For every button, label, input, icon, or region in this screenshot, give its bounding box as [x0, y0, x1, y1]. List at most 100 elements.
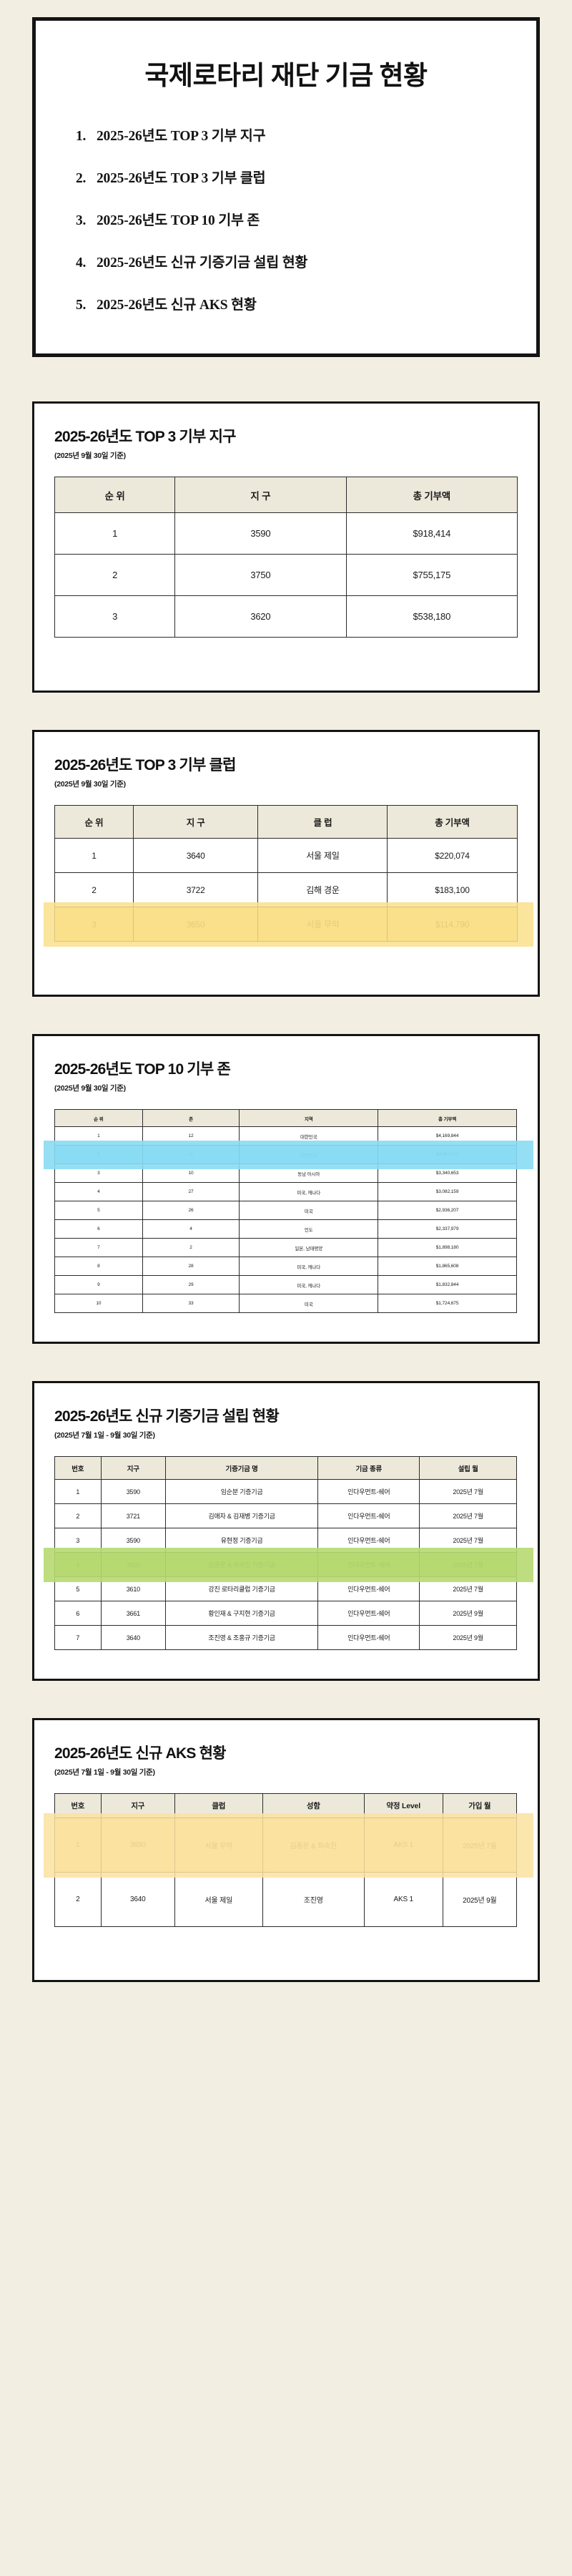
cell-district: 3661: [100, 1601, 167, 1626]
table-row: 7 2 일본, 남태평양 $1,898,180: [54, 1238, 518, 1257]
list-item: 3. 2025-26년도 TOP 10 기부 존: [76, 208, 512, 229]
cell-club: 서울 무악: [174, 1818, 263, 1873]
zones-table: 순 위 존 지역 총 기부액 1 12 대한민국 $4,169,844 2 11…: [43, 1109, 533, 1313]
column-header-district: 지 구: [132, 805, 259, 839]
cell-fund-type: 인다우먼트-쉐어: [317, 1576, 420, 1601]
list-item: 5. 2025-26년도 신규 AKS 현황: [76, 293, 512, 313]
table-row-highlighted: 3 3650 서울 무악 $114,790: [43, 902, 533, 947]
aks-table: 번호 지구 클럽 성함 약정 Level 가입 월 1 3650 서울 무악 김…: [43, 1793, 533, 1927]
table-row: 3 3620 $538,180: [54, 595, 518, 638]
section-title: 2025-26년도 신규 AKS 현황: [54, 1745, 226, 1762]
section-top3-districts: 2025-26년도 TOP 3 기부 지구 (2025년 9월 30일 기준) …: [32, 401, 540, 693]
table-row: 1 3640 서울 제일 $220,074: [54, 838, 518, 873]
column-header-district: 지구: [100, 1793, 175, 1818]
cell-rank: 7: [54, 1238, 143, 1257]
cell-rank: 10: [54, 1294, 143, 1313]
section-subtitle: (2025년 7월 1일 - 9월 30일 기준): [54, 1431, 155, 1440]
cell-zone: 10: [142, 1163, 240, 1183]
column-header-rank: 순 위: [54, 805, 134, 839]
cell-region: 동남 아시아: [239, 1163, 379, 1183]
cell-district: 3750: [174, 554, 347, 596]
cell-region: 인도: [239, 1219, 379, 1239]
cell-district: 3650: [132, 907, 259, 942]
column-header-number: 번호: [54, 1456, 102, 1480]
column-header-zone: 존: [142, 1109, 240, 1127]
list-item-label: 2025-26년도 신규 기증기금 설립 현황: [97, 255, 308, 270]
column-header-club: 클 럽: [257, 805, 388, 839]
cell-fund-name: 임순분 기증기금: [165, 1479, 319, 1504]
column-header-total-donation: 총 기부액: [345, 477, 518, 513]
section-subtitle: (2025년 9월 30일 기준): [54, 452, 126, 460]
list-item-number: 5.: [76, 298, 87, 313]
table-header-row: 번호 지구 클럽 성함 약정 Level 가입 월: [54, 1793, 518, 1818]
list-item-number: 3.: [76, 213, 87, 228]
cell-fund-type: 인다우먼트-쉐어: [317, 1479, 420, 1504]
section-subtitle: (2025년 9월 30일 기준): [54, 780, 126, 789]
cell-number: 5: [54, 1576, 102, 1601]
list-item-number: 2.: [76, 171, 87, 186]
cell-region: 일본, 남태평양: [239, 1238, 379, 1257]
cell-month: 2025년 9월: [419, 1601, 517, 1626]
card-bottom-spacer: [54, 638, 518, 666]
table-row: 1 3590 임순분 기증기금 인다우먼트-쉐어 2025년 7월: [54, 1479, 518, 1504]
page-title: 국제로타리 재단 기금 현황: [144, 62, 428, 91]
cell-month: 2025년 7월: [419, 1576, 517, 1601]
cell-total: $1,865,608: [378, 1257, 517, 1276]
table-row: 2 3750 $755,175: [54, 554, 518, 596]
cell-zone: 11: [142, 1145, 240, 1164]
column-header-name: 성함: [262, 1793, 365, 1818]
cell-number: 4: [54, 1552, 102, 1577]
cell-total: $220,074: [387, 838, 518, 873]
cell-name: 조진영: [262, 1872, 365, 1927]
column-header-district: 지 구: [174, 477, 347, 513]
table-row: 7 3640 조진영 & 조홍규 기증기금 인다우먼트-쉐어 2025년 9월: [54, 1625, 518, 1650]
clubs-table: 순 위 지 구 클 럽 총 기부액 1 3640 서울 제일 $220,074 …: [43, 805, 533, 947]
cell-number: 1: [54, 1479, 102, 1504]
cell-month: 2025년 7월: [442, 1818, 518, 1873]
list-item: 1. 2025-26년도 TOP 3 기부 지구: [76, 124, 512, 145]
table-row: 4 27 미국, 캐나다 $3,082,159: [54, 1182, 518, 1201]
section-title: 2025-26년도 TOP 3 기부 클럽: [54, 757, 236, 774]
cell-region: 미국, 캐나다: [239, 1182, 379, 1201]
cell-zone: 12: [142, 1126, 240, 1146]
table-row: 8 28 미국, 캐나다 $1,865,608: [54, 1257, 518, 1276]
column-header-established-month: 설립 월: [419, 1456, 517, 1480]
table-row: 5 26 미국 $2,936,207: [54, 1201, 518, 1220]
table-row: 5 3610 강진 로타리클럽 기증기금 인다우먼트-쉐어 2025년 7월: [54, 1576, 518, 1601]
cell-month: 2025년 7월: [419, 1479, 517, 1504]
cell-month: 2025년 7월: [419, 1528, 517, 1553]
cell-month: 2025년 9월: [419, 1625, 517, 1650]
column-header-rank: 순 위: [54, 477, 176, 513]
table-header-row: 순 위 존 지역 총 기부액: [54, 1109, 518, 1127]
column-header-rank: 순 위: [54, 1109, 143, 1127]
section-top3-clubs: 2025-26년도 TOP 3 기부 클럽 (2025년 9월 30일 기준) …: [32, 730, 540, 997]
cell-total: $1,724,675: [378, 1294, 517, 1313]
cell-rank: 3: [54, 907, 134, 942]
cell-region: 미국, 캐나다: [239, 1257, 379, 1276]
cell-month: 2025년 7월: [419, 1552, 517, 1577]
cell-month: 2025년 9월: [442, 1872, 518, 1927]
cell-fund-name: 김애자 & 김재병 기증기금: [165, 1503, 319, 1528]
cell-zone: 28: [142, 1257, 240, 1276]
cell-rank: 2: [54, 872, 134, 907]
cell-rank: 5: [54, 1201, 143, 1220]
cell-district: 3650: [100, 1552, 167, 1577]
cell-rank: 8: [54, 1257, 143, 1276]
column-header-number: 번호: [54, 1793, 102, 1818]
cell-district: 3721: [100, 1503, 167, 1528]
cell-total: $1,898,180: [378, 1238, 517, 1257]
table-row: 1 3590 $918,414: [54, 512, 518, 555]
cell-number: 2: [54, 1872, 102, 1927]
table-row-highlighted: 4 3650 김종문 & 최숙진 기증기금 인다우먼트-쉐어 2025년 7월: [43, 1547, 533, 1582]
cell-total: $3,340,653: [378, 1163, 517, 1183]
cell-fund-type: 인다우먼트-쉐어: [317, 1528, 420, 1553]
cell-rank: 1: [54, 512, 176, 555]
card-bottom-spacer: [54, 942, 518, 970]
cell-fund-name: 유현정 기증기금: [165, 1528, 319, 1553]
cell-rank: 3: [54, 595, 176, 638]
table-row-highlighted: 1 3650 서울 무악 김종문 & 최숙진 AKS 1 2025년 7월: [43, 1813, 533, 1878]
column-header-join-month: 가입 월: [442, 1793, 518, 1818]
cell-name: 김종문 & 최숙진: [262, 1818, 365, 1873]
cell-district: 3650: [100, 1818, 175, 1873]
